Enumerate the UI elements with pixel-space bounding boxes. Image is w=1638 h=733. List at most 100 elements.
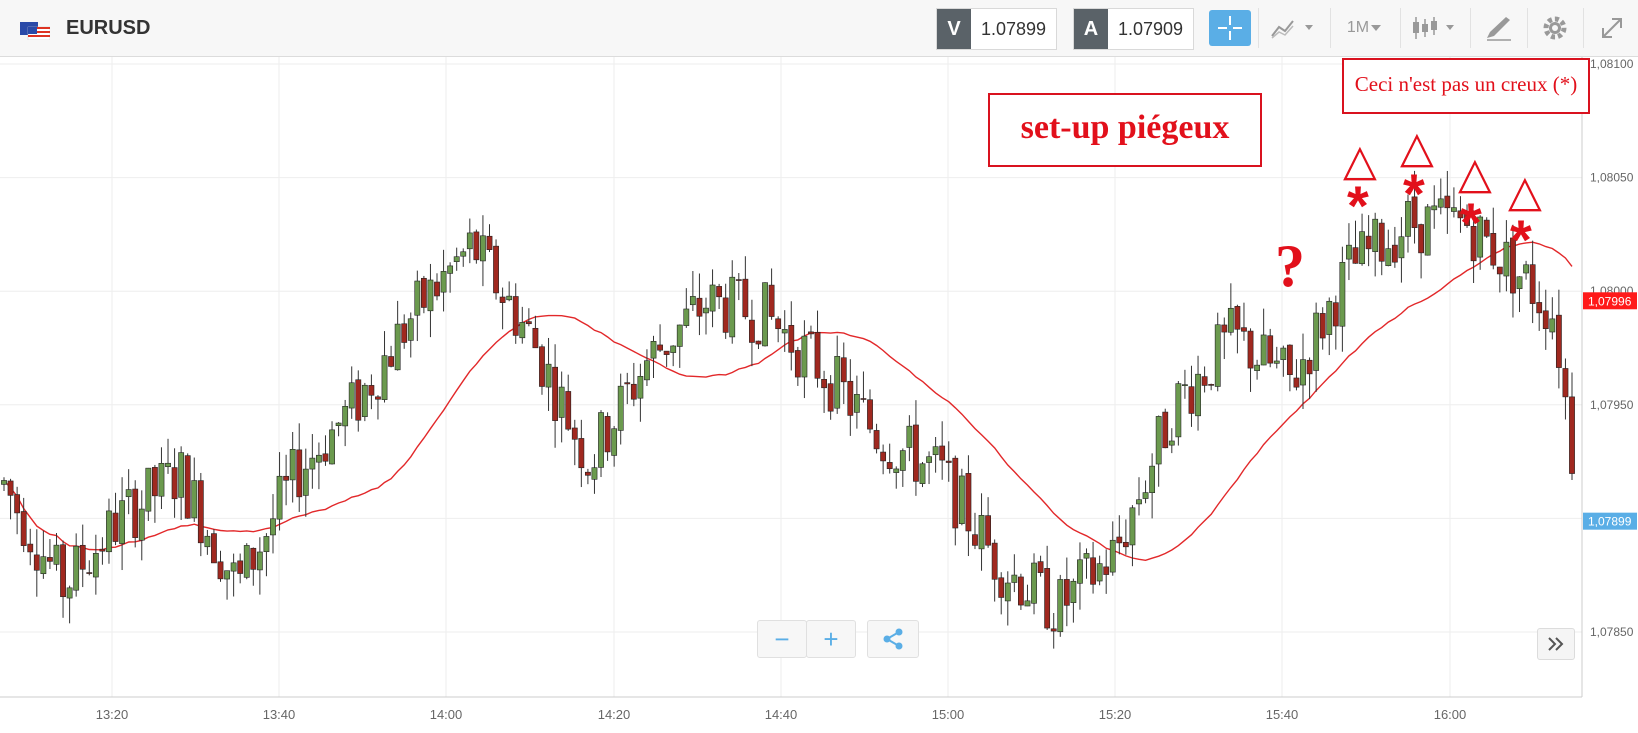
candle <box>237 553 244 584</box>
candle <box>768 268 775 320</box>
toolbar: EURUSD V 1.07899 A 1.07909 1M <box>0 0 1638 57</box>
candle <box>1149 453 1156 519</box>
crosshair-icon <box>1218 16 1242 40</box>
candle <box>434 273 440 301</box>
candle <box>899 448 906 487</box>
candle <box>1398 217 1405 283</box>
candle <box>1464 204 1470 228</box>
candle <box>60 540 66 618</box>
candle <box>263 533 270 577</box>
candle <box>1451 187 1457 218</box>
zoom-out-button[interactable]: − <box>757 620 807 658</box>
candle <box>125 469 132 515</box>
candle <box>33 529 40 597</box>
candle <box>243 543 250 580</box>
candle <box>985 497 992 548</box>
candle <box>591 454 598 494</box>
bid-button[interactable]: V 1.07899 <box>936 8 1058 50</box>
crosshair-button[interactable] <box>1209 10 1251 46</box>
candle <box>926 451 932 485</box>
triangle-annotation: △ <box>1458 149 1492 198</box>
candle <box>1182 369 1188 399</box>
candle <box>158 447 165 510</box>
candle <box>840 342 847 405</box>
indicators-button[interactable] <box>1258 8 1329 48</box>
candle <box>683 288 690 328</box>
candlestick-icon <box>1413 17 1454 39</box>
candle <box>1516 276 1523 313</box>
candle <box>729 260 736 344</box>
fullscreen-button[interactable] <box>1583 8 1638 48</box>
triangle-annotation: △ <box>1343 136 1377 185</box>
timeframe-label: 1M <box>1346 19 1370 36</box>
candle <box>1510 224 1516 318</box>
zoom-in-button[interactable]: + <box>806 620 856 658</box>
price-chart[interactable]: 13:20 13:40 14:00 14:20 14:40 15:00 15:20 15:40… <box>0 57 1638 733</box>
candle <box>1339 246 1346 352</box>
triangle-annotation: △ <box>1508 167 1542 216</box>
x-tick-label: 13:20 <box>96 707 129 722</box>
share-icon <box>883 628 903 650</box>
candle <box>99 537 106 565</box>
candle <box>316 442 322 490</box>
bid-label: V <box>937 9 971 49</box>
candle <box>1490 207 1497 270</box>
candle <box>1214 312 1221 392</box>
y-tick-label: 1,07950 <box>1590 398 1634 412</box>
candle <box>525 308 532 327</box>
candle <box>788 301 795 371</box>
timeframe-select[interactable]: 1M <box>1330 8 1399 48</box>
candle <box>1346 223 1352 281</box>
candle <box>867 389 873 434</box>
candle <box>676 324 683 368</box>
ask-button[interactable]: A 1.07909 <box>1073 8 1195 50</box>
candle <box>1142 480 1149 504</box>
candle <box>1 477 7 492</box>
candle <box>322 435 329 466</box>
candle <box>821 370 827 413</box>
bid-value: 1.07899 <box>981 18 1047 39</box>
ask-label: A <box>1074 9 1108 49</box>
candle <box>827 375 834 420</box>
candle <box>781 310 788 352</box>
candle <box>217 550 224 582</box>
candle <box>178 446 185 520</box>
chart-type-button[interactable] <box>1400 8 1469 48</box>
x-tick-label: 15:00 <box>932 707 965 722</box>
candle <box>375 395 381 420</box>
candle <box>1437 178 1444 215</box>
candle <box>794 346 801 386</box>
candle <box>407 312 414 358</box>
candle <box>1070 578 1077 623</box>
candle <box>893 466 900 489</box>
candle <box>814 310 821 388</box>
candle <box>40 530 47 579</box>
candle <box>1457 196 1464 233</box>
eu-us-flag-icon <box>20 22 50 40</box>
candle <box>1260 308 1267 366</box>
candle <box>1378 218 1385 276</box>
candle <box>47 539 53 570</box>
settings-button[interactable] <box>1527 8 1582 48</box>
candle <box>663 350 670 367</box>
y-tick-label: 1,07850 <box>1590 625 1634 639</box>
candle <box>1037 555 1044 577</box>
candle <box>329 421 335 465</box>
candle <box>342 399 349 447</box>
candle <box>1083 548 1090 579</box>
chevrons-right-icon <box>1548 637 1564 651</box>
draw-tools-button[interactable] <box>1470 8 1527 48</box>
candle <box>571 419 578 466</box>
candle <box>611 425 618 467</box>
scroll-to-end-button[interactable] <box>1537 628 1575 660</box>
candle <box>1411 170 1418 244</box>
candle <box>1332 295 1339 350</box>
drawing-pen-icon <box>1487 17 1511 41</box>
candle <box>617 373 624 445</box>
zoom-in-label: + <box>823 623 839 654</box>
candle <box>309 434 316 489</box>
candle <box>361 382 368 422</box>
share-button[interactable] <box>867 620 919 658</box>
candle <box>1267 328 1274 368</box>
candle <box>440 249 447 312</box>
